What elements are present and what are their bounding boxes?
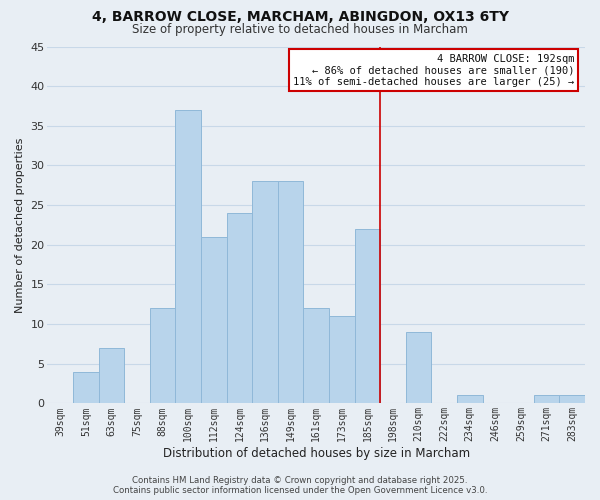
Bar bbox=[457, 396, 482, 404]
Y-axis label: Number of detached properties: Number of detached properties bbox=[15, 138, 25, 312]
Text: 4 BARROW CLOSE: 192sqm
← 86% of detached houses are smaller (190)
11% of semi-de: 4 BARROW CLOSE: 192sqm ← 86% of detached… bbox=[293, 54, 574, 87]
Text: Size of property relative to detached houses in Marcham: Size of property relative to detached ho… bbox=[132, 22, 468, 36]
Bar bbox=[73, 372, 98, 404]
Bar bbox=[534, 396, 559, 404]
Bar bbox=[227, 213, 252, 404]
Bar bbox=[559, 396, 585, 404]
Bar bbox=[150, 308, 175, 404]
Bar bbox=[304, 308, 329, 404]
Text: 4, BARROW CLOSE, MARCHAM, ABINGDON, OX13 6TY: 4, BARROW CLOSE, MARCHAM, ABINGDON, OX13… bbox=[91, 10, 509, 24]
Bar bbox=[98, 348, 124, 404]
X-axis label: Distribution of detached houses by size in Marcham: Distribution of detached houses by size … bbox=[163, 447, 470, 460]
Text: Contains HM Land Registry data © Crown copyright and database right 2025.
Contai: Contains HM Land Registry data © Crown c… bbox=[113, 476, 487, 495]
Bar bbox=[175, 110, 201, 404]
Bar bbox=[355, 229, 380, 404]
Bar bbox=[329, 316, 355, 404]
Bar bbox=[252, 182, 278, 404]
Bar bbox=[201, 237, 227, 404]
Bar bbox=[406, 332, 431, 404]
Bar bbox=[278, 182, 304, 404]
